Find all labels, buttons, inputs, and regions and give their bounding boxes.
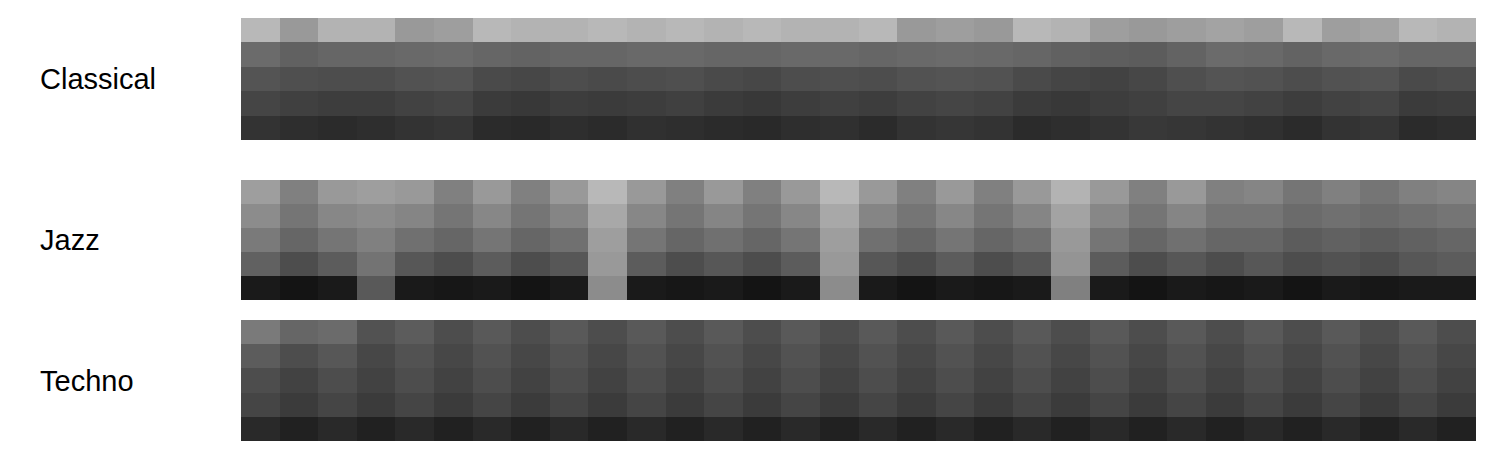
svg-text:Techno: Techno [40,365,134,397]
svg-text:Classical: Classical [40,63,156,95]
svg-text:Jazz: Jazz [40,224,100,256]
